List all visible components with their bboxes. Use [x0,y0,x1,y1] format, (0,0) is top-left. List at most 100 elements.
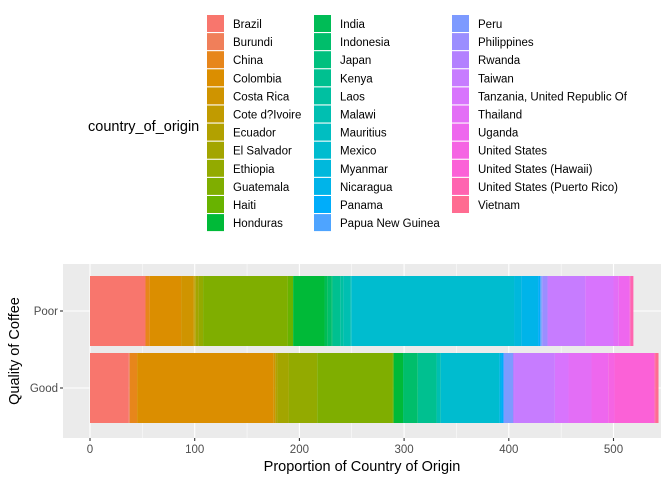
legend-label: Tanzania, United Republic Of [478,91,628,103]
legend-swatch [207,105,224,123]
bar-segment [137,353,274,423]
legend-label: Malawi [340,110,376,122]
legend-swatch [314,214,331,232]
y-axis-label: Quality of Coffee [7,297,23,405]
legend-label: Panama [340,200,383,212]
legend-label: Costa Rica [233,91,290,103]
legend-swatch [452,87,469,105]
bar-segment [417,353,437,423]
x-tick-label: 400 [499,444,518,456]
bar-segment [436,353,441,423]
bar-segment [393,353,404,423]
legend-swatch [207,87,224,105]
legend-label: Haiti [233,200,256,212]
bar-segment [327,276,332,346]
bar-segment [585,276,614,346]
legend-label: Ethiopia [233,164,275,176]
bar-segment [514,276,522,346]
bar-segment [181,276,194,346]
bar-segment [501,353,504,423]
y-tick-label: Good [30,383,58,395]
legend-swatch [207,69,224,87]
x-tick-label: 100 [185,444,204,456]
bar-segment [324,276,328,346]
legend-label: Mauritius [340,128,387,140]
x-tick-label: 300 [395,444,414,456]
bars [90,276,659,423]
bar-segment [340,276,344,346]
bar-segment [514,353,555,423]
legend-swatch [207,51,224,69]
legend-swatch [207,33,224,51]
bar-segment [350,276,352,346]
bar-segment [331,276,333,346]
bar-segment [90,276,146,346]
legend-swatch [314,141,331,159]
legend-label: India [340,19,366,31]
y-tick-label: Poor [34,306,58,318]
legend-label: Rwanda [478,55,521,67]
legend-swatch [452,141,469,159]
bar-segment [392,353,394,423]
bar-segment [351,276,515,346]
bar-segment [614,353,655,423]
bar-segment [332,276,341,346]
bar-segment [90,353,129,423]
legend-label: Laos [340,91,365,103]
x-tick-label: 500 [604,444,623,456]
legend-swatch [452,15,469,32]
legend-label: Colombia [233,73,282,85]
bar-segment [287,276,294,346]
bar-segment [630,276,634,346]
bar-segment [195,276,199,346]
legend-swatch [314,51,331,69]
bar-segment [275,353,278,423]
legend-swatch [452,196,469,213]
legend-label: Peru [478,19,502,31]
legend-swatch [314,159,331,177]
legend-swatch [452,159,469,177]
legend-label: United States [478,146,547,158]
bar-segment [538,276,541,346]
legend-swatch [207,123,224,141]
legend-swatch [207,177,224,195]
bar-segment [568,353,592,423]
legend-swatch [314,87,331,105]
x-axis: 0 100 200 300 400 500 [87,438,623,456]
bar-segment [149,276,182,346]
bar-segment [145,276,150,346]
bar-segment [542,276,548,346]
legend-swatch [207,15,224,32]
legend-label: Papua New Guinea [340,218,440,230]
legend-label: China [233,55,264,67]
bar-segment [541,276,543,346]
legend-swatch [452,51,469,69]
legend-label: Indonesia [340,37,390,49]
legend-swatch [314,177,331,195]
bar-segment [521,276,539,346]
x-axis-label: Proportion of Country of Origin [264,459,461,475]
bar-segment [613,276,619,346]
legend-label: Kenya [340,73,373,85]
legend-label: Taiwan [478,73,514,85]
legend-label: Guatemala [233,182,290,194]
legend-label: United States (Puerto Rico) [478,182,618,194]
bar-segment [193,276,195,346]
legend-swatch [314,123,331,141]
legend-label: Honduras [233,218,283,230]
bar-segment [129,353,138,423]
bar-segment [654,353,656,423]
bar-segment [198,276,204,346]
legend-swatch [314,15,331,32]
legend-swatch [314,69,331,87]
bar-segment [547,276,586,346]
bar-segment [273,353,276,423]
bar-segment [554,353,569,423]
legend-label: Myanmar [340,164,388,176]
legend-swatch [207,141,224,159]
bar-segment [317,353,393,423]
legend-swatch [314,196,331,213]
legend-swatch [452,69,469,87]
legend-swatch [207,196,224,213]
